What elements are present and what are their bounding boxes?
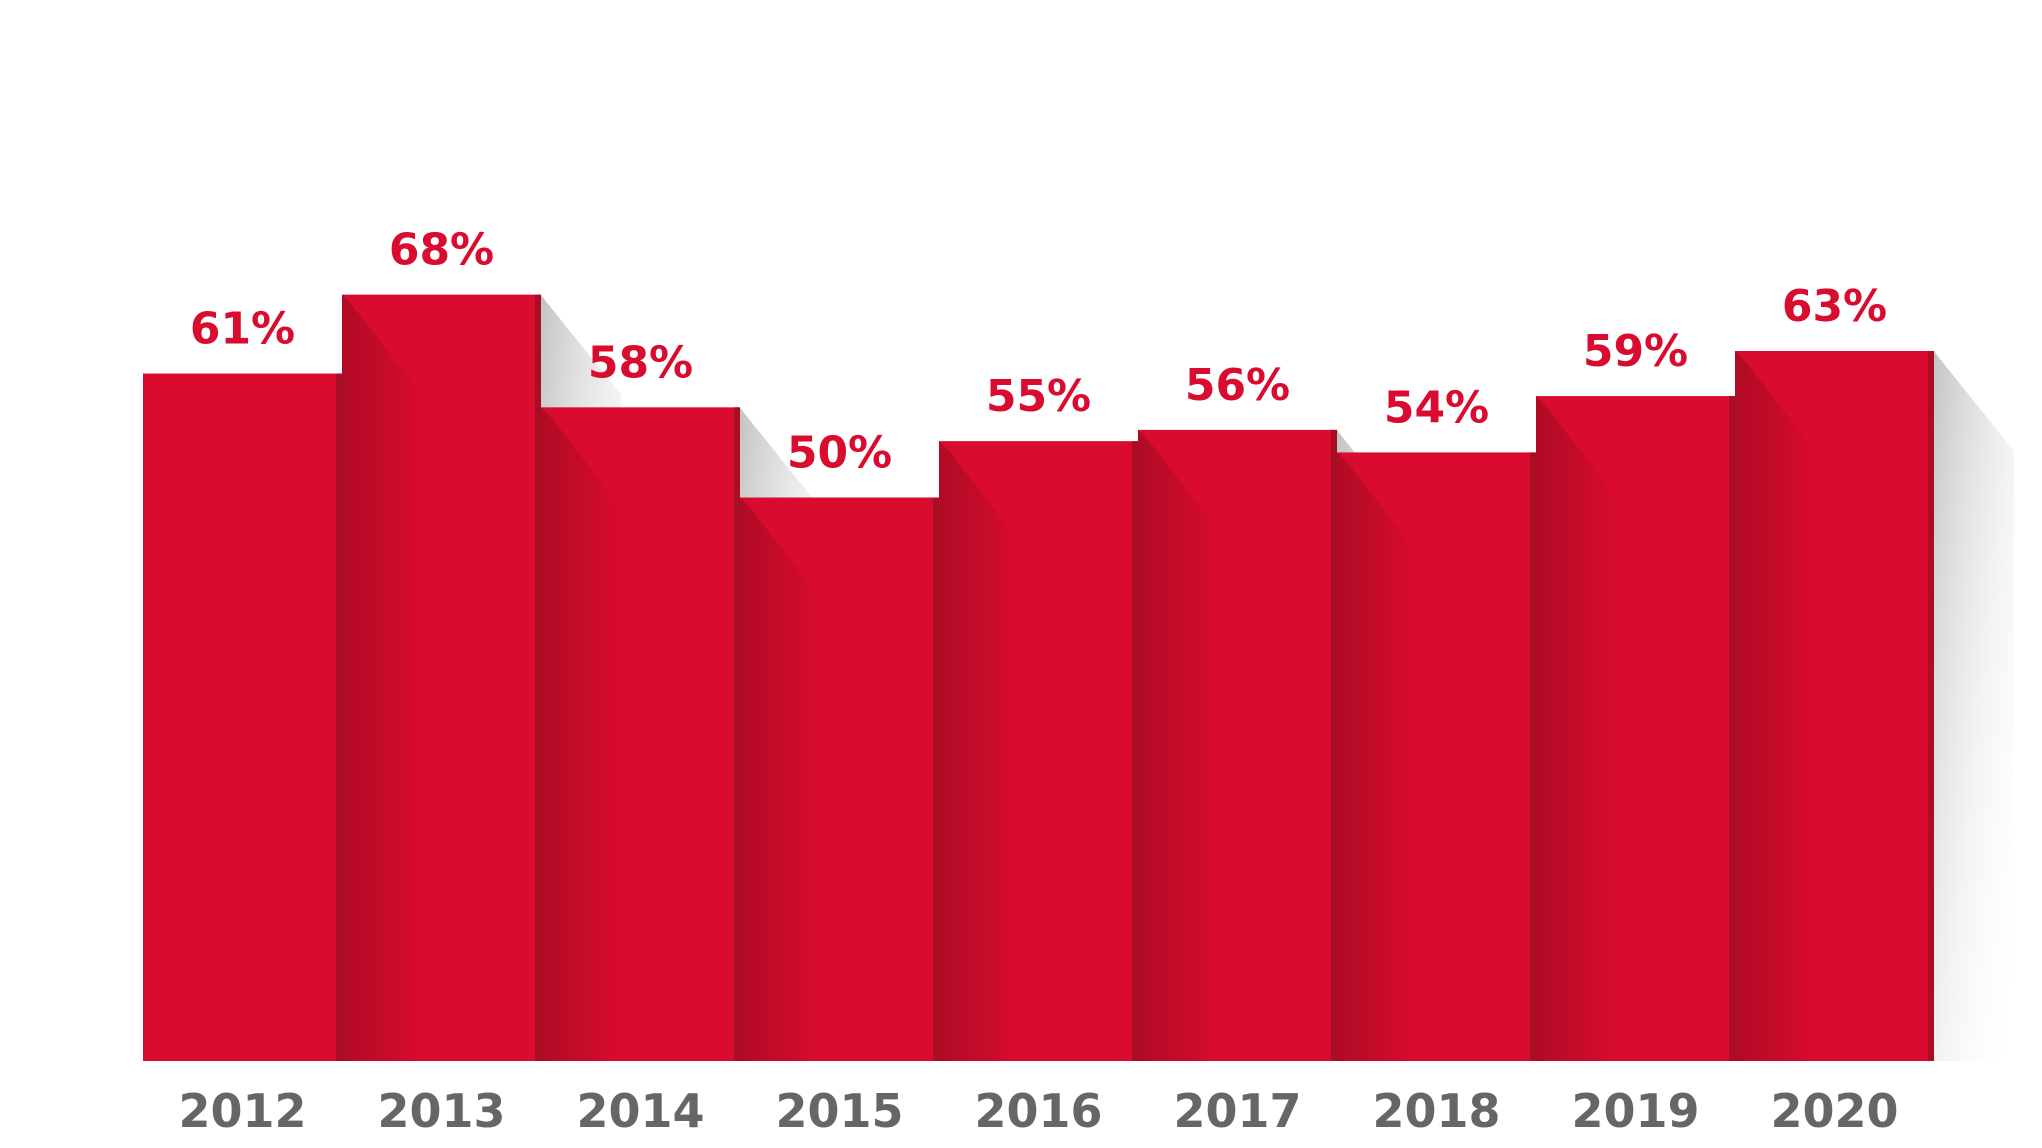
- bar-edge-2020: [1928, 350, 1934, 1061]
- bar-shade-2017: [1138, 429, 1218, 1061]
- bar-shade-2020: [1735, 350, 1815, 1061]
- value-label-2012: 61%: [190, 304, 295, 355]
- bar-shade-2013: [342, 294, 422, 1061]
- category-label-2018: 2018: [1372, 1084, 1500, 1138]
- bars-layer: [143, 294, 1934, 1062]
- value-label-2014: 58%: [588, 337, 693, 388]
- value-label-2016: 55%: [986, 371, 1091, 422]
- bar-edge-2018: [1530, 452, 1536, 1061]
- bar-shade-2014: [541, 407, 621, 1062]
- value-label-2017: 56%: [1185, 360, 1290, 411]
- bar-edge-2016: [1132, 441, 1138, 1061]
- categories-layer: 2012 2013 2014 2015 2016 2017 2018 2019 2020: [178, 1084, 1898, 1138]
- value-label-2015: 50%: [787, 428, 892, 479]
- value-label-2019: 59%: [1583, 326, 1688, 377]
- bar-edge-2019: [1729, 396, 1735, 1061]
- bar-edge-2013: [535, 294, 541, 1061]
- bar-edge-2012: [336, 373, 342, 1061]
- category-label-2012: 2012: [178, 1084, 306, 1138]
- category-label-2015: 2015: [775, 1084, 903, 1138]
- bar-shade-2016: [939, 441, 1019, 1061]
- bar-shade-2015: [740, 497, 820, 1061]
- bar-edge-2014: [734, 407, 740, 1062]
- category-label-2019: 2019: [1571, 1084, 1699, 1138]
- bar-shade-2018: [1337, 452, 1417, 1061]
- value-label-2018: 54%: [1384, 382, 1489, 433]
- bar-2012: [143, 373, 342, 1061]
- bar-shadow-2020: [1934, 350, 2014, 1061]
- bar-edge-2017: [1331, 429, 1337, 1061]
- bar-edge-2015: [933, 497, 939, 1061]
- category-label-2014: 2014: [576, 1084, 704, 1138]
- category-label-2020: 2020: [1770, 1084, 1898, 1138]
- value-label-2020: 63%: [1782, 281, 1887, 332]
- category-label-2013: 2013: [377, 1084, 505, 1138]
- labels-layer: 61% 68% 58% 50% 55% 56% 54% 59% 63%: [190, 225, 1887, 479]
- bar-shade-2019: [1536, 396, 1616, 1061]
- category-label-2017: 2017: [1173, 1084, 1301, 1138]
- category-label-2016: 2016: [974, 1084, 1102, 1138]
- value-label-2013: 68%: [389, 225, 494, 276]
